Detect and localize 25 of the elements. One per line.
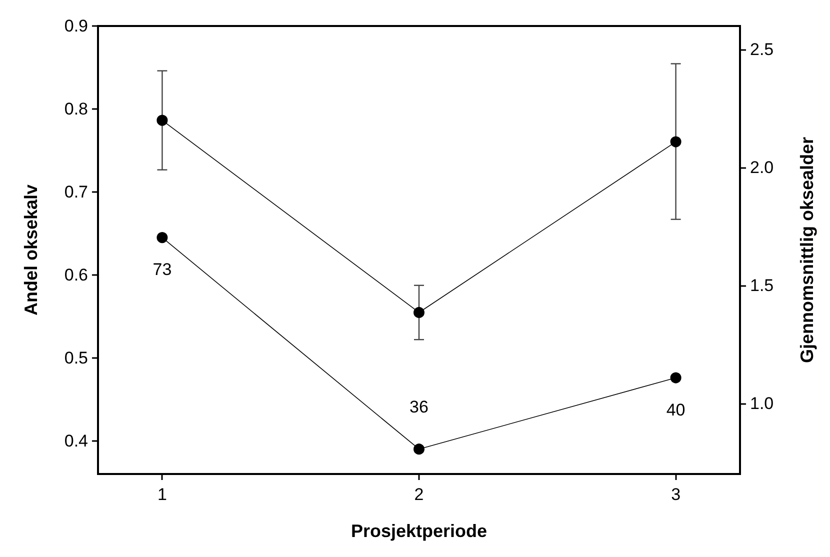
y-tick-label: 0.8 bbox=[64, 99, 88, 118]
point bbox=[156, 114, 168, 126]
y2-tick-label: 2.0 bbox=[750, 158, 774, 177]
y-axis-title: Andel oksekalv bbox=[21, 184, 41, 316]
x-tick-label: 1 bbox=[157, 485, 167, 504]
y-tick-label: 0.5 bbox=[64, 348, 88, 368]
y-tick-label: 0.9 bbox=[64, 16, 88, 36]
x-tick-label: 3 bbox=[671, 485, 681, 504]
annotation: 73 bbox=[152, 260, 172, 280]
y-tick-label: 0.6 bbox=[64, 265, 88, 284]
y2-tick-label: 2.5 bbox=[750, 40, 774, 60]
point bbox=[670, 136, 682, 148]
x-tick-label: 2 bbox=[414, 485, 424, 504]
annotation: 40 bbox=[666, 400, 686, 420]
point bbox=[414, 306, 424, 318]
point bbox=[670, 372, 682, 384]
annotation: 36 bbox=[410, 398, 428, 417]
y2-tick-label: 1.0 bbox=[750, 394, 774, 413]
point bbox=[414, 444, 424, 455]
y-tick-label: 0.4 bbox=[64, 431, 88, 450]
y-tick-label: 0.7 bbox=[64, 182, 88, 202]
y2-axis-title: Gjennomsnittlig oksealder bbox=[797, 136, 817, 364]
y2-tick-label: 1.5 bbox=[750, 276, 774, 295]
point bbox=[156, 232, 168, 244]
x-axis-title: Prosjektperiode bbox=[350, 521, 488, 541]
